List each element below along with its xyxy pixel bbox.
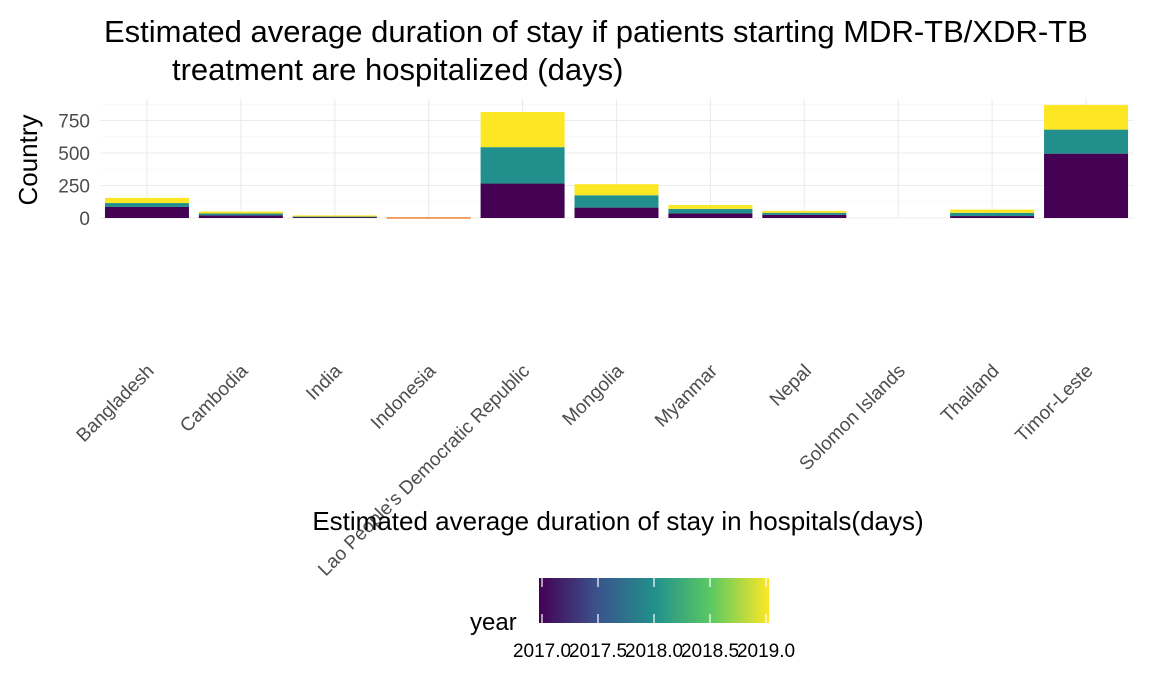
x-axis-title: Estimated average duration of stay in ho… [312,506,923,536]
bar-segment [574,184,659,196]
bar-segment [386,217,471,219]
x-tick-label: Timor-Leste [1012,361,1098,447]
x-tick-label: Thailand [937,361,1003,427]
x-tick-label: Bangladesh [73,361,159,447]
bar-segment [574,195,659,208]
y-tick-label: 0 [79,209,90,230]
y-tick-label: 500 [58,144,90,165]
bar-segment [480,183,565,218]
x-tick-label: Nepal [766,361,816,411]
x-tick-label: Indonesia [367,360,440,433]
bar-segment [574,207,659,218]
bar-segment [668,205,753,209]
y-tick-labels: 0 250 500 750 [58,112,90,231]
legend-tick-label: 2018.5 [681,641,739,662]
y-tick-label: 750 [58,112,90,133]
bar-segment [1044,129,1129,154]
bar-segment [668,213,753,218]
bar-segment [1044,153,1129,218]
bar-segment [668,208,753,214]
legend-tick-label: 2017.0 [513,641,571,662]
legend-tick-label: 2017.5 [569,641,627,662]
bar-segment [950,212,1035,217]
bar-segment [762,214,847,218]
x-tick-label: Myanmar [651,360,722,431]
bar-segment [292,215,377,217]
legend-tick-label: 2018.0 [625,641,683,662]
bars [104,104,1129,219]
y-tick-label: 250 [58,177,90,198]
bar-segment [1044,104,1129,130]
bar-segment [292,216,377,218]
chart-title-line2: treatment are hospitalized (days) [172,52,623,87]
bar-segment [762,210,847,213]
bar-segment [292,216,377,218]
chart-title-line1: Estimated average duration of stay if pa… [104,14,1088,49]
bar-segment [198,215,283,218]
x-tick-label: India [302,360,346,404]
legend-tick-label: 2019.0 [737,641,795,662]
bar-segment [198,211,283,214]
bar-segment [480,112,565,148]
x-tick-label: Lao People's Democratic Republic [314,361,534,581]
x-tick-label: Cambodia [176,360,252,436]
bar-segment [950,209,1035,213]
bar-segment [480,147,565,184]
legend-title: year [470,609,517,636]
bar-segment [104,203,189,207]
bar-segment [198,213,283,216]
x-tick-label: Mongolia [559,360,629,430]
bar-segment [104,206,189,218]
bar-segment [762,212,847,215]
bar-segment [104,197,189,204]
y-axis-title: Country [13,114,43,205]
bar-segment [950,216,1035,218]
